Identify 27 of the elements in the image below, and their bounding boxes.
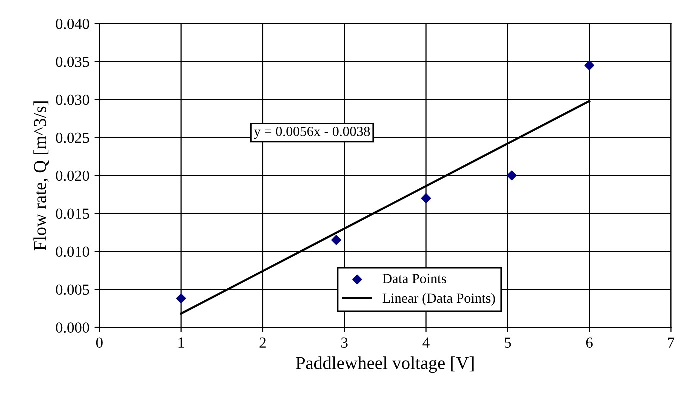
annotation: y = 0.0056x - 0.0038 [254, 126, 370, 140]
x-tick-label: 1 [178, 338, 184, 348]
y-tick-label: 0.035 [56, 56, 90, 68]
y-tick-label: 0.005 [56, 284, 90, 296]
x-tick-label: 7 [668, 338, 675, 348]
legend-label: Linear (Data Points) [382, 293, 496, 306]
y-tick-label: 0.010 [56, 246, 90, 258]
x-tick-label: 2 [260, 338, 266, 348]
x-tick-label: 4 [422, 338, 430, 348]
legend-label: Data Points [382, 274, 446, 284]
y-tick-label: 0.020 [56, 170, 90, 182]
point [332, 235, 342, 246]
point [176, 294, 186, 304]
y-tick-label: 0.040 [56, 18, 90, 30]
y-tick-label: 0.000 [56, 322, 90, 334]
x-tick-label: 5 [504, 338, 512, 348]
x-tick-label: 0 [96, 338, 103, 348]
y-tick-label: 0.015 [56, 208, 90, 220]
point [421, 194, 432, 204]
y-axis-title: Flow rate, Q [m^3/s] [34, 102, 50, 251]
y-tick-label: 0.030 [56, 94, 90, 106]
x-tick-label: 6 [586, 338, 593, 348]
y-tick-label: 0.025 [56, 132, 90, 144]
point [584, 60, 594, 70]
point [507, 170, 517, 181]
x-tick-label: 3 [342, 338, 348, 348]
x-axis-title: Paddlewheel voltage [V] [296, 356, 474, 374]
